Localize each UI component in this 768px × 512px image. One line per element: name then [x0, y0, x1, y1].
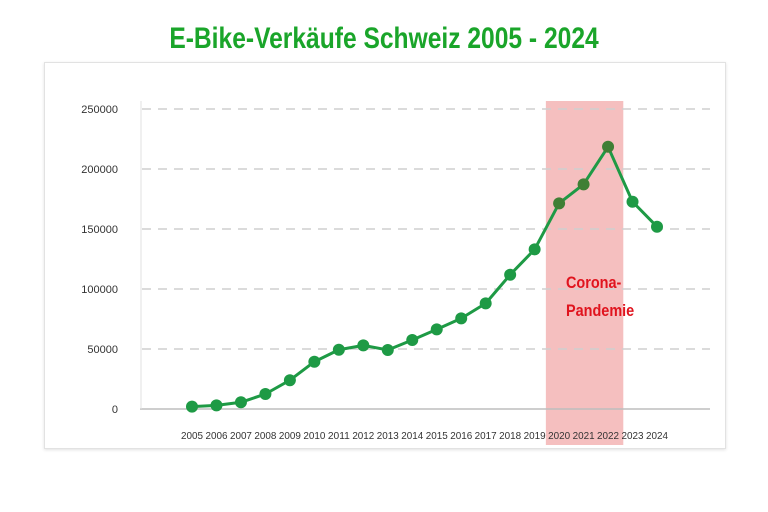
x-tick-label: 2019 [524, 430, 546, 442]
x-tick-label: 2017 [475, 430, 497, 442]
x-tick-label: 2006 [205, 430, 227, 442]
data-point [210, 399, 223, 412]
x-tick-label: 2015 [426, 430, 448, 442]
data-point [553, 197, 566, 210]
data-point [504, 268, 517, 281]
x-tick-label: 2023 [622, 430, 644, 442]
x-tick-label: 2012 [352, 430, 374, 442]
x-tick-label: 2011 [328, 430, 350, 442]
data-point [430, 323, 443, 336]
x-tick-label: 2008 [254, 430, 276, 442]
x-tick-label: 2010 [303, 430, 325, 442]
data-point [528, 243, 541, 256]
y-tick-label: 100000 [81, 284, 118, 296]
x-tick-label: 2018 [499, 430, 521, 442]
y-tick-label: 150000 [81, 224, 118, 236]
data-point [651, 220, 663, 233]
data-point [602, 140, 615, 153]
x-tick-label: 2024 [646, 430, 668, 442]
x-tick-label: 2013 [377, 430, 399, 442]
data-point [577, 178, 590, 191]
data-point [455, 312, 468, 325]
x-tick-label: 2021 [573, 430, 595, 442]
x-tick-label: 2005 [181, 430, 203, 442]
data-point [234, 396, 247, 409]
data-point [332, 343, 345, 356]
annotation-label: Pandemie [566, 302, 634, 320]
y-tick-label: 200000 [81, 164, 118, 176]
data-point [308, 355, 321, 368]
x-tick-label: 2022 [597, 430, 619, 442]
data-point [479, 297, 492, 310]
x-tick-label: 2007 [230, 430, 252, 442]
pandemic-shade [545, 101, 624, 445]
x-tick-label: 2020 [548, 430, 570, 442]
data-point [259, 388, 272, 400]
x-tick-label: 2014 [401, 430, 423, 442]
y-tick-label: 50000 [87, 344, 118, 356]
y-tick-label: 0 [112, 404, 118, 416]
data-point [186, 400, 198, 413]
x-tick-label: 2009 [279, 430, 301, 442]
data-point [381, 343, 394, 356]
data-point [626, 195, 639, 208]
x-tick-label: 2016 [450, 430, 472, 442]
data-point [406, 334, 419, 346]
data-point [283, 374, 296, 387]
chart-title: E-Bike-Verkäufe Schweiz 2005 - 2024 [169, 22, 599, 55]
data-point [357, 339, 370, 352]
y-tick-label: 250000 [81, 104, 118, 116]
annotation-label: Corona- [566, 274, 621, 292]
